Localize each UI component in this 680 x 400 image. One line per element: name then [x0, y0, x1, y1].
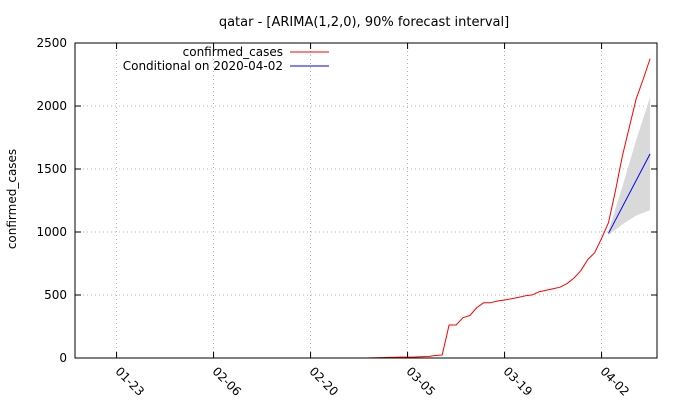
x-tick-label: 02-20	[306, 364, 341, 399]
y-axis-label: confirmed_cases	[5, 149, 19, 249]
x-tick-label: 01-23	[112, 364, 147, 399]
legend-label: confirmed_cases	[183, 45, 283, 59]
x-tick-label: 04-02	[597, 364, 632, 399]
x-tick-label: 03-19	[500, 364, 535, 399]
y-tick-label: 1000	[36, 225, 67, 239]
y-tick-label: 500	[44, 288, 67, 302]
confirmed-cases-line	[365, 58, 651, 359]
plot-frame	[74, 42, 658, 359]
legend-label: Conditional on 2020-04-02	[123, 59, 283, 73]
grid-lines	[75, 43, 657, 358]
chart-title: qatar - [ARIMA(1,2,0), 90% forecast inte…	[219, 15, 509, 30]
forecast-interval-area	[608, 97, 651, 236]
forecast-line	[608, 153, 651, 234]
y-tick-label: 2500	[36, 36, 67, 50]
y-tick-label: 2000	[36, 99, 67, 113]
x-tick-label: 03-05	[403, 364, 438, 399]
series-lines	[365, 58, 651, 359]
forecast-interval-band	[608, 97, 651, 236]
y-tick-label: 1500	[36, 162, 67, 176]
y-tick-label: 0	[59, 351, 67, 365]
axis-ticks: 0 500 1000 1500 2000 2500 01-23 02-06 02-20 03-05…	[36, 36, 657, 399]
x-tick-label: 02-06	[209, 364, 244, 399]
